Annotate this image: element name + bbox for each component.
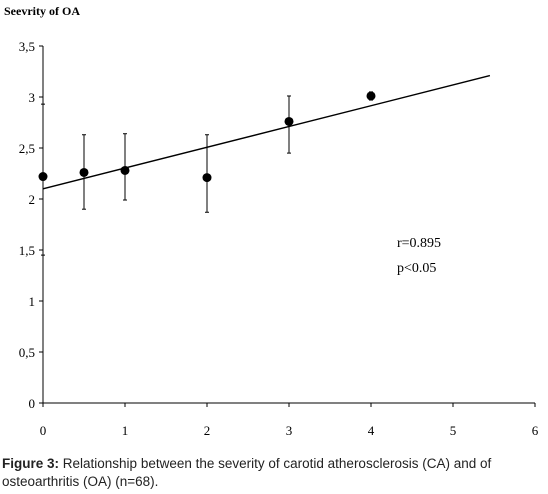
x-tick-label: 2 <box>204 423 211 438</box>
data-point <box>79 167 89 177</box>
y-tick-label: 0,5 <box>19 345 35 360</box>
x-tick-label: 0 <box>40 423 47 438</box>
y-tick-label: 2,5 <box>19 141 35 156</box>
data-points <box>38 91 376 183</box>
x-tick-label: 4 <box>368 423 375 438</box>
annotation-r: r=0.895 <box>397 236 441 251</box>
y-tick-label: 1,5 <box>19 243 35 258</box>
trendline-group <box>42 74 491 190</box>
data-point <box>120 165 130 175</box>
y-tick-label: 3 <box>29 90 36 105</box>
x-tick-label: 3 <box>286 423 293 438</box>
y-tick-label: 2 <box>29 192 36 207</box>
scatter-chart: 0 0,5 1 1,5 2 2,5 3 3,5 0 1 2 3 4 5 6 Seevrity of OA r… <box>4 4 539 438</box>
x-tick-label: 5 <box>450 423 457 438</box>
annotation-p: p<0.05 <box>397 261 436 276</box>
caption-text: Relationship between the severity of car… <box>2 456 492 489</box>
y-tick-label: 3,5 <box>19 39 35 54</box>
x-tick-label: 6 <box>532 423 539 438</box>
trendline <box>42 74 491 190</box>
ticks: 0 0,5 1 1,5 2 2,5 3 3,5 0 1 2 3 4 5 6 <box>19 39 539 438</box>
y-tick-label: 1 <box>29 294 36 309</box>
y-axis-label: Seevrity of OA <box>4 4 80 18</box>
figure-caption: Figure 3: Relationship between the sever… <box>2 455 546 491</box>
data-point <box>284 116 294 126</box>
data-point <box>202 173 212 183</box>
x-tick-label: 1 <box>122 423 129 438</box>
data-point <box>38 172 48 182</box>
caption-label: Figure 3: <box>2 456 60 471</box>
data-point <box>366 91 376 101</box>
y-tick-label: 0 <box>29 396 36 411</box>
